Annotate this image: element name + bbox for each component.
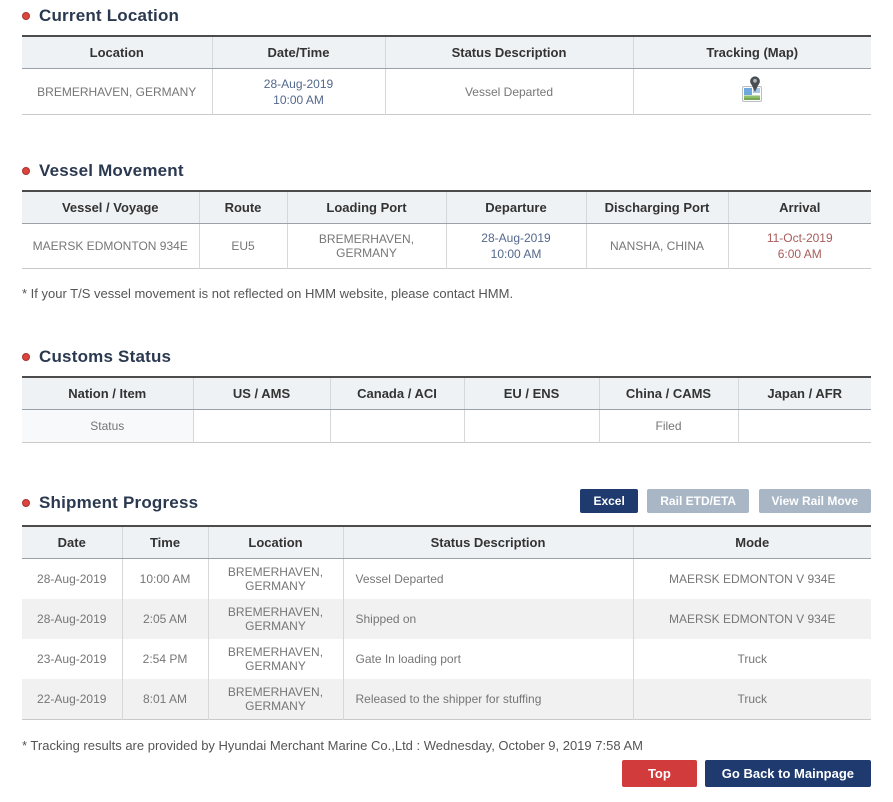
- cell-time: 2:54 PM: [121, 639, 208, 679]
- cell-location: BREMERHAVEN, GERMANY: [207, 639, 343, 679]
- cell-time: 10:00 AM: [273, 92, 324, 107]
- cell-date: 28-Aug-2019: [37, 572, 107, 586]
- column-header-status-description: Status Description: [384, 36, 633, 69]
- cell-status: Gate In loading port: [342, 639, 633, 679]
- column-header-departure: Departure: [445, 191, 586, 224]
- section-title-current-location: Current Location: [39, 6, 180, 25]
- customs-status-row: Status Filed: [22, 409, 871, 443]
- cell-discharging-port: NANSHA, CHINA: [585, 223, 728, 269]
- current-location-row: BREMERHAVEN, GERMANY 28-Aug-2019 10:00 A…: [22, 68, 871, 115]
- column-header-nation-item: Nation / Item: [22, 377, 193, 410]
- cell-arrival-date: 11-Oct-2019: [766, 231, 833, 245]
- cell-departure-time: 10:00 AM: [490, 247, 542, 261]
- cell-date: 28-Aug-2019: [263, 76, 334, 91]
- column-header-eu-ens: EU / ENS: [463, 377, 599, 410]
- column-header-location: Location: [22, 36, 212, 69]
- shipment-progress-toolbar: Excel Rail ETD/ETA View Rail Move: [580, 489, 871, 513]
- cell-status-label: Status: [22, 409, 193, 443]
- cell-vessel-voyage: MAERSK EDMONTON 934E: [32, 239, 188, 253]
- vessel-movement-row: MAERSK EDMONTON 934E EU5 BREMERHAVEN, GE…: [22, 223, 871, 269]
- section-title-shipment-progress: Shipment Progress: [39, 493, 199, 512]
- cell-tracking-map: [632, 68, 871, 115]
- view-rail-move-button[interactable]: View Rail Move: [758, 489, 871, 513]
- column-header-japan-afr: Japan / AFR: [737, 377, 871, 410]
- vessel-movement-section-header: Vessel Movement: [22, 161, 871, 181]
- section-bullet-icon: [22, 353, 30, 361]
- excel-button[interactable]: Excel: [580, 489, 638, 513]
- shipment-progress-table: Date Time Location Status Description Mo…: [22, 525, 871, 720]
- column-header-status-description: Status Description: [342, 526, 633, 559]
- shipment-progress-row: 28-Aug-2019 10:00 AM BREMERHAVEN, GERMAN…: [22, 558, 871, 599]
- cell-date: 23-Aug-2019: [37, 652, 107, 666]
- column-header-arrival: Arrival: [727, 191, 871, 224]
- cell-canada-aci-status: [329, 409, 464, 443]
- tracking-provider-note: * Tracking results are provided by Hyund…: [22, 738, 643, 753]
- column-header-datetime: Date/Time: [211, 36, 385, 69]
- cell-time: 2:05 AM: [121, 599, 208, 639]
- shipment-progress-row: 23-Aug-2019 2:54 PM BREMERHAVEN, GERMANY…: [22, 639, 871, 679]
- column-header-mode: Mode: [632, 526, 871, 559]
- customs-status-table: Nation / Item US / AMS Canada / ACI EU /…: [22, 376, 871, 443]
- shipment-progress-section-header: Shipment Progress Excel Rail ETD/ETA Vie…: [22, 489, 871, 513]
- column-header-route: Route: [198, 191, 287, 224]
- cell-time: 10:00 AM: [121, 558, 208, 599]
- cell-datetime: 28-Aug-2019 10:00 AM: [211, 68, 385, 115]
- cell-arrival: 11-Oct-2019 6:00 AM: [727, 223, 871, 269]
- cell-location: BREMERHAVEN, GERMANY: [207, 679, 343, 720]
- go-back-to-mainpage-button[interactable]: Go Back to Mainpage: [704, 760, 871, 787]
- rail-etd-eta-button[interactable]: Rail ETD/ETA: [647, 489, 750, 513]
- cell-time: 8:01 AM: [121, 679, 208, 720]
- section-bullet-icon: [22, 167, 30, 175]
- cell-route: EU5: [198, 223, 287, 269]
- vessel-movement-table: Vessel / Voyage Route Loading Port Depar…: [22, 190, 871, 269]
- footer-buttons: Top Go Back to Mainpage: [22, 760, 871, 787]
- column-header-time: Time: [121, 526, 208, 559]
- cell-status: Shipped on: [342, 599, 633, 639]
- top-button[interactable]: Top: [621, 760, 697, 787]
- cell-mode: MAERSK EDMONTON V 934E: [632, 558, 871, 599]
- cell-status: Released to the shipper for stuffing: [342, 679, 633, 720]
- shipment-progress-row: 22-Aug-2019 8:01 AM BREMERHAVEN, GERMANY…: [22, 679, 871, 720]
- column-header-loading-port: Loading Port: [286, 191, 446, 224]
- column-header-discharging-port: Discharging Port: [585, 191, 728, 224]
- cell-mode: MAERSK EDMONTON V 934E: [632, 599, 871, 639]
- cell-departure: 28-Aug-2019 10:00 AM: [445, 223, 586, 269]
- column-header-vessel-voyage: Vessel / Voyage: [22, 191, 199, 224]
- cell-mode: Truck: [632, 639, 871, 679]
- column-header-tracking-map: Tracking (Map): [632, 36, 871, 69]
- column-header-canada-aci: Canada / ACI: [329, 377, 464, 410]
- cell-status-description: Vessel Departed: [384, 68, 633, 115]
- cell-location: BREMERHAVEN, GERMANY: [207, 599, 343, 639]
- current-location-table: Location Date/Time Status Description Tr…: [22, 35, 871, 115]
- section-title-customs-status: Customs Status: [39, 347, 172, 366]
- map-pin-icon[interactable]: [740, 76, 764, 104]
- column-header-date: Date: [22, 526, 122, 559]
- cell-mode: Truck: [632, 679, 871, 720]
- cell-location: BREMERHAVEN, GERMANY: [37, 84, 197, 99]
- cell-us-ams-status: [192, 409, 330, 443]
- cell-date: 28-Aug-2019: [37, 612, 107, 626]
- column-header-location: Location: [207, 526, 343, 559]
- vessel-movement-note: * If your T/S vessel movement is not ref…: [22, 286, 514, 301]
- section-title-vessel-movement: Vessel Movement: [39, 161, 184, 180]
- cell-china-cams-status: Filed: [598, 409, 738, 443]
- cell-arrival-time: 6:00 AM: [777, 247, 822, 261]
- cell-departure-date: 28-Aug-2019: [481, 231, 551, 245]
- customs-status-section-header: Customs Status: [22, 347, 871, 367]
- cell-japan-afr-status: [737, 409, 871, 443]
- shipment-progress-row: 28-Aug-2019 2:05 AM BREMERHAVEN, GERMANY…: [22, 599, 871, 639]
- cell-status: Vessel Departed: [342, 558, 633, 599]
- column-header-us-ams: US / AMS: [192, 377, 330, 410]
- current-location-section-header: Current Location: [22, 6, 871, 26]
- section-bullet-icon: [22, 12, 30, 20]
- cell-location: BREMERHAVEN, GERMANY: [207, 558, 343, 599]
- column-header-china-cams: China / CAMS: [598, 377, 738, 410]
- cell-date: 22-Aug-2019: [37, 692, 107, 706]
- section-bullet-icon: [22, 499, 30, 507]
- cell-eu-ens-status: [463, 409, 599, 443]
- cell-loading-port: BREMERHAVEN, GERMANY: [286, 223, 446, 269]
